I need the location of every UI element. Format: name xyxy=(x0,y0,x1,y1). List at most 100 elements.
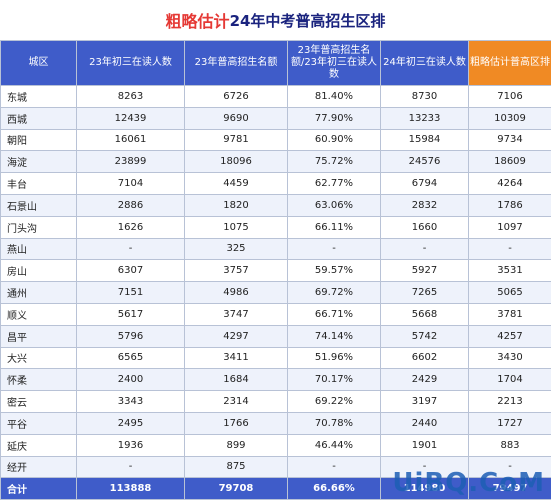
value-cell: - xyxy=(76,237,185,261)
value-cell: 4986 xyxy=(184,281,288,304)
value-cell: 5742 xyxy=(380,324,469,348)
value-cell: 7265 xyxy=(380,281,469,304)
value-cell: 1820 xyxy=(184,193,288,217)
value-cell: 2400 xyxy=(76,368,185,392)
city-cell: 平谷 xyxy=(0,411,77,435)
value-cell: 3197 xyxy=(380,390,469,413)
watermark-logo: UiBQ.CoM xyxy=(392,468,545,498)
value-cell: 2886 xyxy=(76,193,185,217)
title-highlight: 粗略估计 xyxy=(165,12,230,31)
table-row: 延庆 1936 899 46.44% 1901 883 xyxy=(0,433,551,457)
value-cell: - xyxy=(380,455,469,479)
header-row: 城区 23年初三在读人数 23年普高招生名额 23年普高招生名额/23年初三在读… xyxy=(0,40,551,86)
value-cell: 8263 xyxy=(76,85,185,108)
value-cell: 13233 xyxy=(380,106,469,130)
value-cell: 75.72% xyxy=(287,150,381,174)
table-row: 密云 3343 2314 69.22% 3197 2213 xyxy=(0,390,551,413)
value-cell: 15984 xyxy=(380,128,469,152)
enrollment-table: 城区 23年初三在读人数 23年普高招生名额 23年普高招生名额/23年初三在读… xyxy=(0,40,551,500)
city-cell: 朝阳 xyxy=(0,128,77,152)
value-cell: 4264 xyxy=(468,172,551,195)
city-cell: 经开 xyxy=(0,455,77,479)
header-24-students: 24年初三在读人数 xyxy=(380,40,469,86)
city-cell: 西城 xyxy=(0,106,77,130)
city-cell: 延庆 xyxy=(0,433,77,457)
table-row: 海淀 23899 18096 75.72% 24576 18609 xyxy=(0,150,551,174)
city-cell: 丰台 xyxy=(0,172,77,195)
value-cell: 51.96% xyxy=(287,346,381,370)
value-cell: 1936 xyxy=(76,433,185,457)
value-cell: 1901 xyxy=(380,433,469,457)
value-cell: 23899 xyxy=(76,150,185,174)
value-cell: 6565 xyxy=(76,346,185,370)
total-value: 79708 xyxy=(184,477,288,500)
value-cell: 46.44% xyxy=(287,433,381,457)
value-cell: 8730 xyxy=(380,85,469,108)
value-cell: 1684 xyxy=(184,368,288,392)
total-value: 66.66% xyxy=(287,477,381,500)
value-cell: 18609 xyxy=(468,150,551,174)
table-row: 西城 12439 9690 77.90% 13233 10309 xyxy=(0,106,551,130)
table-row: 平谷 2495 1766 70.78% 2440 1727 xyxy=(0,411,551,435)
value-cell: 1075 xyxy=(184,215,288,239)
total-value: 114980 xyxy=(380,477,469,500)
value-cell: 3343 xyxy=(76,390,185,413)
value-cell: 59.57% xyxy=(287,259,381,283)
value-cell: 69.72% xyxy=(287,281,381,304)
value-cell: 66.71% xyxy=(287,302,381,326)
table-row: 东城 8263 6726 81.40% 8730 7106 xyxy=(0,85,551,108)
value-cell: 2495 xyxy=(76,411,185,435)
value-cell: 1704 xyxy=(468,368,551,392)
city-cell: 东城 xyxy=(0,85,77,108)
value-cell: 6794 xyxy=(380,172,469,195)
value-cell: 2832 xyxy=(380,193,469,217)
value-cell: 7106 xyxy=(468,85,551,108)
city-cell: 怀柔 xyxy=(0,368,77,392)
city-cell: 大兴 xyxy=(0,346,77,370)
value-cell: - xyxy=(287,455,381,479)
total-value: 79497 xyxy=(468,477,551,500)
header-23-students: 23年初三在读人数 xyxy=(76,40,185,86)
city-cell: 燕山 xyxy=(0,237,77,261)
value-cell: 69.22% xyxy=(287,390,381,413)
value-cell: 3430 xyxy=(468,346,551,370)
value-cell: 3747 xyxy=(184,302,288,326)
city-cell: 房山 xyxy=(0,259,77,283)
value-cell: 62.77% xyxy=(287,172,381,195)
table-row: 顺义 5617 3747 66.71% 5668 3781 xyxy=(0,302,551,326)
value-cell: 5927 xyxy=(380,259,469,283)
value-cell: 6307 xyxy=(76,259,185,283)
value-cell: 2429 xyxy=(380,368,469,392)
value-cell: 1097 xyxy=(468,215,551,239)
value-cell: 12439 xyxy=(76,106,185,130)
total-label: 合计 xyxy=(0,477,77,500)
value-cell: - xyxy=(287,237,381,261)
value-cell: 24576 xyxy=(380,150,469,174)
city-cell: 昌平 xyxy=(0,324,77,348)
title-text: 24年中考普高招生区排 xyxy=(229,11,386,30)
value-cell: 2314 xyxy=(184,390,288,413)
value-cell: 66.11% xyxy=(287,215,381,239)
city-cell: 顺义 xyxy=(0,302,77,326)
value-cell: 1660 xyxy=(380,215,469,239)
value-cell: 60.90% xyxy=(287,128,381,152)
value-cell: 70.17% xyxy=(287,368,381,392)
value-cell: 81.40% xyxy=(287,85,381,108)
value-cell: 18096 xyxy=(184,150,288,174)
value-cell: - xyxy=(380,237,469,261)
table-row: 门头沟 1626 1075 66.11% 1660 1097 xyxy=(0,215,551,239)
city-cell: 通州 xyxy=(0,281,77,304)
value-cell: 3781 xyxy=(468,302,551,326)
value-cell: - xyxy=(76,455,185,479)
value-cell: 9734 xyxy=(468,128,551,152)
total-row: 合计 113888 79708 66.66% 114980 79497 xyxy=(0,477,551,500)
value-cell: 7104 xyxy=(76,172,185,195)
value-cell: 16061 xyxy=(76,128,185,152)
table-row: 通州 7151 4986 69.72% 7265 5065 xyxy=(0,281,551,304)
city-cell: 石景山 xyxy=(0,193,77,217)
value-cell: 4257 xyxy=(468,324,551,348)
table-row: 朝阳 16061 9781 60.90% 15984 9734 xyxy=(0,128,551,152)
table-row: 昌平 5796 4297 74.14% 5742 4257 xyxy=(0,324,551,348)
table-row: 丰台 7104 4459 62.77% 6794 4264 xyxy=(0,172,551,195)
table-row: 石景山 2886 1820 63.06% 2832 1786 xyxy=(0,193,551,217)
